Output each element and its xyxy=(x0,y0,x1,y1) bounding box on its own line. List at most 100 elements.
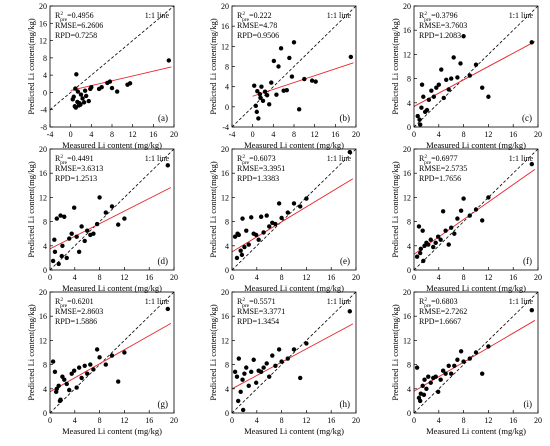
data-point xyxy=(261,365,266,370)
x-tick-label: 20 xyxy=(534,130,542,139)
data-point xyxy=(436,82,441,87)
y-axis-title: Predicted Li content(mg/kg) xyxy=(390,304,400,400)
data-point xyxy=(249,369,254,375)
data-point xyxy=(529,307,534,313)
data-point xyxy=(60,243,65,248)
r2-superscript: 2 xyxy=(242,297,245,303)
y-tick-label: 16 xyxy=(403,169,411,178)
rpd-stat: RPD=1.2513 xyxy=(55,174,97,183)
rmse-stat: RMSE=4.78 xyxy=(237,21,277,30)
data-point xyxy=(486,195,491,200)
data-point xyxy=(426,97,432,102)
data-point xyxy=(234,374,240,379)
x-tick-label: 20 xyxy=(352,273,360,282)
x-tick-label: 16 xyxy=(331,130,339,139)
panel-label: (i) xyxy=(524,399,533,409)
x-tick-label: 4 xyxy=(255,416,259,425)
r2-letter: R xyxy=(419,297,425,306)
data-point xyxy=(103,210,109,215)
y-tick-label: 16 xyxy=(221,169,229,178)
data-point xyxy=(418,122,423,127)
data-point xyxy=(56,383,61,388)
r2-letter: R xyxy=(55,154,61,163)
r2-letter: R xyxy=(419,154,425,163)
data-point xyxy=(249,215,254,220)
x-axis-title: Measured Li content (mg/kg) xyxy=(426,426,526,436)
r2-stat: R2 pre=0.6803 xyxy=(419,297,458,309)
data-point xyxy=(424,107,430,113)
r2-subscript: pre xyxy=(424,17,432,23)
data-point xyxy=(486,94,491,99)
x-tick-label: 20 xyxy=(534,273,542,282)
data-point xyxy=(480,371,485,376)
rmse-stat: RMSE=6.2606 xyxy=(55,21,103,30)
data-point xyxy=(76,365,82,370)
data-point xyxy=(238,389,243,395)
y-tick-label: 20 xyxy=(221,288,229,297)
x-tick-label: 16 xyxy=(327,273,335,282)
y-tick-label: 4 xyxy=(225,242,229,251)
data-point xyxy=(529,40,534,45)
data-point xyxy=(116,379,121,384)
data-point xyxy=(240,407,246,413)
data-point xyxy=(455,75,460,80)
data-point xyxy=(418,250,423,256)
data-point xyxy=(271,58,277,64)
x-axis-title: Measured Li content (mg/kg) xyxy=(426,283,526,293)
x-tick-label: 20 xyxy=(352,416,360,425)
data-point xyxy=(91,367,96,372)
data-point xyxy=(64,381,69,387)
r2-subscript: pre xyxy=(242,160,250,166)
r2-subscript: pre xyxy=(60,160,68,166)
rmse-stat: RMSE=2.5735 xyxy=(419,164,467,173)
data-point xyxy=(83,93,89,99)
data-point xyxy=(444,77,449,83)
data-point xyxy=(165,306,170,312)
data-point xyxy=(109,204,115,209)
data-point xyxy=(116,222,121,227)
y-tick-label: 12 xyxy=(221,42,229,51)
rpd-stat: RPD=1.3454 xyxy=(237,317,279,326)
data-point xyxy=(421,258,426,264)
data-point xyxy=(446,242,451,247)
y-tick-label: -8 xyxy=(40,123,47,132)
data-point xyxy=(422,377,427,382)
r2-letter: R xyxy=(237,11,243,20)
y-axis-title: Predicted Li content(mg/kg) xyxy=(208,304,218,400)
x-axis-title: Measured Li content (mg/kg) xyxy=(244,283,344,293)
data-point xyxy=(419,82,425,87)
rmse-stat: RMSE=3.6313 xyxy=(55,164,103,173)
one-to-one-line xyxy=(50,292,174,413)
data-point xyxy=(259,84,264,89)
data-point xyxy=(433,240,438,245)
x-tick-label: 12 xyxy=(484,130,492,139)
y-axis-title: Predicted Li content(mg/kg) xyxy=(26,304,36,400)
data-point xyxy=(94,221,100,227)
data-point xyxy=(69,371,74,376)
data-point xyxy=(59,253,64,259)
data-point xyxy=(473,350,479,355)
data-point xyxy=(81,100,87,105)
data-point xyxy=(278,46,284,51)
x-tick-label: 20 xyxy=(352,130,360,139)
y-tick-label: 20 xyxy=(403,145,411,154)
x-tick-label: 12 xyxy=(484,416,492,425)
x-tick-label: 8 xyxy=(110,130,114,139)
y-tick-label: 4 xyxy=(225,385,229,394)
data-point xyxy=(67,236,72,241)
x-tick-label: 0 xyxy=(230,273,234,282)
plot-frame xyxy=(231,148,357,271)
data-point xyxy=(114,89,120,94)
x-axis-title: Measured Li content (mg/kg) xyxy=(62,283,162,293)
rmse-stat: RMSE=3.7603 xyxy=(419,21,467,30)
rpd-stat: RPD=1.6667 xyxy=(419,317,461,326)
y-tick-label: 4 xyxy=(407,242,411,251)
y-tick-label: 16 xyxy=(403,312,411,321)
data-point xyxy=(262,89,268,94)
x-tick-label: 0 xyxy=(412,130,416,139)
r2-value: =0.222 xyxy=(249,11,272,20)
one-to-one-label: 1:1 line xyxy=(145,297,170,306)
data-point xyxy=(234,255,240,261)
r2-value: =0.6977 xyxy=(431,154,458,163)
